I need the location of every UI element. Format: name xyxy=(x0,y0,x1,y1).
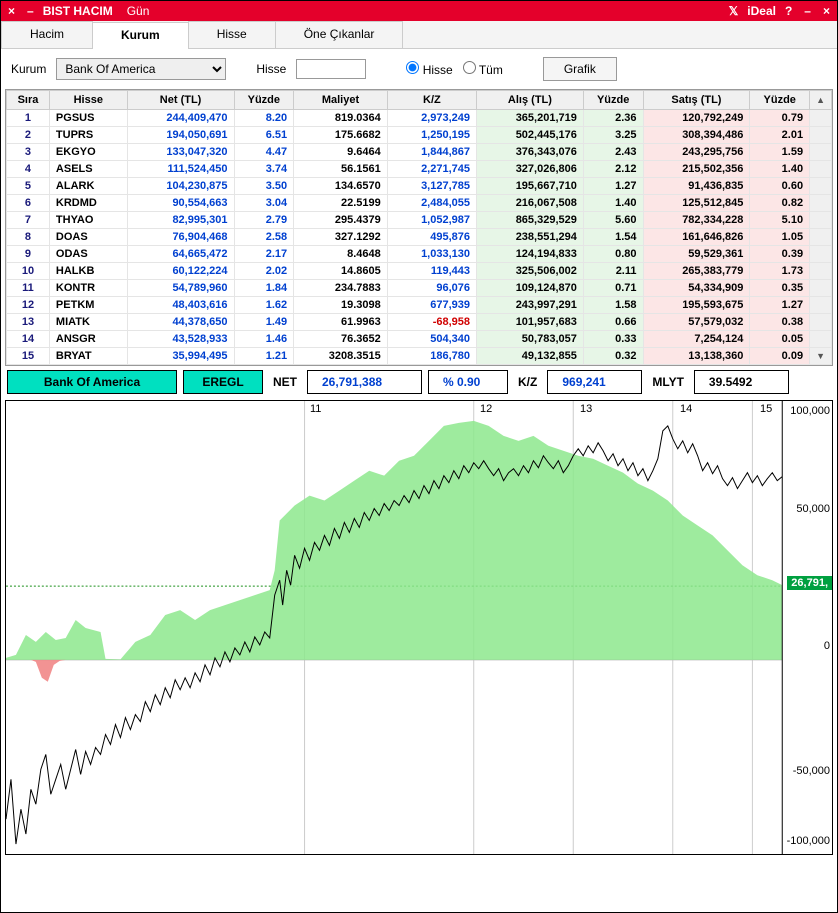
table-row[interactable]: 5ALARK104,230,8753.50134.65703,127,78519… xyxy=(7,178,832,195)
table-row[interactable]: 3EKGYO133,047,3204.479.64641,844,867376,… xyxy=(7,144,832,161)
close-icon-r[interactable]: × xyxy=(820,4,833,18)
table-row[interactable]: 13MIATK44,378,6501.4961.9963-68,958101,9… xyxy=(7,314,832,331)
table-row[interactable]: 8DOAS76,904,4682.58327.1292495,876238,55… xyxy=(7,229,832,246)
close-icon[interactable]: × xyxy=(5,4,18,18)
mode-label: Gün xyxy=(127,4,150,18)
minimize-icon-r[interactable]: – xyxy=(801,4,814,18)
table-row[interactable]: 15BRYAT35,994,4951.213208.3515186,78049,… xyxy=(7,348,832,365)
app-title: BIST HACIM xyxy=(43,4,113,18)
mlyt-value: 39.5492 xyxy=(694,370,789,394)
col-header[interactable]: Net (TL) xyxy=(127,91,234,110)
scroll-down-icon[interactable]: ▼ xyxy=(810,348,832,365)
table-row[interactable]: 14ANSGR43,528,9331.4676.3652504,34050,78… xyxy=(7,331,832,348)
radio-hisse[interactable] xyxy=(406,61,419,74)
mlyt-label: MLYT xyxy=(648,375,688,389)
hisse-input[interactable] xyxy=(296,59,366,79)
kurum-select[interactable]: Bank Of America xyxy=(56,58,226,80)
table-row[interactable]: 10HALKB60,122,2242.0214.8605119,443325,5… xyxy=(7,263,832,280)
col-header[interactable]: K/Z xyxy=(387,91,476,110)
chart-y-label: 50,000 xyxy=(796,503,830,515)
chart-svg xyxy=(6,401,832,854)
summary-kurum: Bank Of America xyxy=(7,370,177,394)
hisse-label: Hisse xyxy=(256,62,286,76)
chart-time-label: 15 xyxy=(760,403,772,415)
col-header[interactable]: Satış (TL) xyxy=(643,91,750,110)
tab-hisse[interactable]: Hisse xyxy=(188,21,276,48)
radio-tum[interactable] xyxy=(463,61,476,74)
data-table: SıraHisseNet (TL)YüzdeMaliyetK/ZAlış (TL… xyxy=(6,90,832,365)
col-header[interactable]: Hisse xyxy=(49,91,127,110)
net-value: 26,791,388 xyxy=(307,370,422,394)
chart-current-value: 26,791, xyxy=(787,576,832,590)
radio-hisse-wrap[interactable]: Hisse xyxy=(406,61,452,77)
tab-one-cikanlar[interactable]: Öne Çıkanlar xyxy=(275,21,404,48)
chart-y-label: 0 xyxy=(824,640,830,652)
table-row[interactable]: 1PGSUS244,409,4708.20819.03642,973,24936… xyxy=(7,110,832,127)
chart-time-label: 13 xyxy=(580,403,592,415)
table-row[interactable]: 11KONTR54,789,9601.84234.788396,076109,1… xyxy=(7,280,832,297)
tab-hacim[interactable]: Hacim xyxy=(1,21,93,48)
titlebar: × – BIST HACIM Gün 𝕏 iDeal ? – × xyxy=(1,1,837,21)
radio-tum-wrap[interactable]: Tüm xyxy=(463,61,503,77)
minimize-icon[interactable]: – xyxy=(24,4,37,18)
filter-row: Kurum Bank Of America Hisse Hisse Tüm Gr… xyxy=(1,49,837,89)
kurum-label: Kurum xyxy=(11,62,46,76)
col-header[interactable]: Alış (TL) xyxy=(477,91,584,110)
tabs-bar: Hacim Kurum Hisse Öne Çıkanlar xyxy=(1,21,837,49)
scroll-up-icon[interactable]: ▲ xyxy=(810,91,832,110)
tab-kurum[interactable]: Kurum xyxy=(92,22,189,49)
table-row[interactable]: 2TUPRS194,050,6916.51175.66821,250,19550… xyxy=(7,127,832,144)
chart-area[interactable]: 11 12 13 14 15 100,000 50,000 0 -50,000 -100,000… xyxy=(5,400,833,855)
table-row[interactable]: 6KRDMD90,554,6633.0422.51992,484,055216,… xyxy=(7,195,832,212)
chart-y-label: -100,000 xyxy=(787,835,830,847)
net-label: NET xyxy=(269,375,301,389)
summary-hisse: EREGL xyxy=(183,370,263,394)
grafik-button[interactable]: Grafik xyxy=(543,57,617,81)
x-social-icon[interactable]: 𝕏 xyxy=(726,4,742,18)
brand-label: iDeal xyxy=(747,4,776,18)
col-header[interactable]: Yüzde xyxy=(234,91,294,110)
chart-time-label: 14 xyxy=(680,403,692,415)
chart-time-label: 12 xyxy=(480,403,492,415)
summary-row: Bank Of America EREGL NET 26,791,388 % 0… xyxy=(1,366,837,398)
table-row[interactable]: 7THYAO82,995,3012.79295.43791,052,987865… xyxy=(7,212,832,229)
table-row[interactable]: 9ODAS64,665,4722.178.46481,033,130124,19… xyxy=(7,246,832,263)
help-icon[interactable]: ? xyxy=(782,4,795,18)
col-header[interactable]: Yüzde xyxy=(583,91,643,110)
col-header[interactable]: Yüzde xyxy=(750,91,810,110)
pct-value: % 0.90 xyxy=(428,370,508,394)
data-table-wrap: SıraHisseNet (TL)YüzdeMaliyetK/ZAlış (TL… xyxy=(5,89,833,366)
table-row[interactable]: 4ASELS111,524,4503.7456.15612,271,745327… xyxy=(7,161,832,178)
chart-y-label: 100,000 xyxy=(790,405,830,417)
chart-time-label: 11 xyxy=(310,403,321,415)
kz-value: 969,241 xyxy=(547,370,642,394)
kz-label: K/Z xyxy=(514,375,541,389)
col-header[interactable]: Maliyet xyxy=(294,91,388,110)
table-row[interactable]: 12PETKM48,403,6161.6219.3098677,939243,9… xyxy=(7,297,832,314)
col-header[interactable]: Sıra xyxy=(7,91,50,110)
chart-y-label: -50,000 xyxy=(793,765,830,777)
